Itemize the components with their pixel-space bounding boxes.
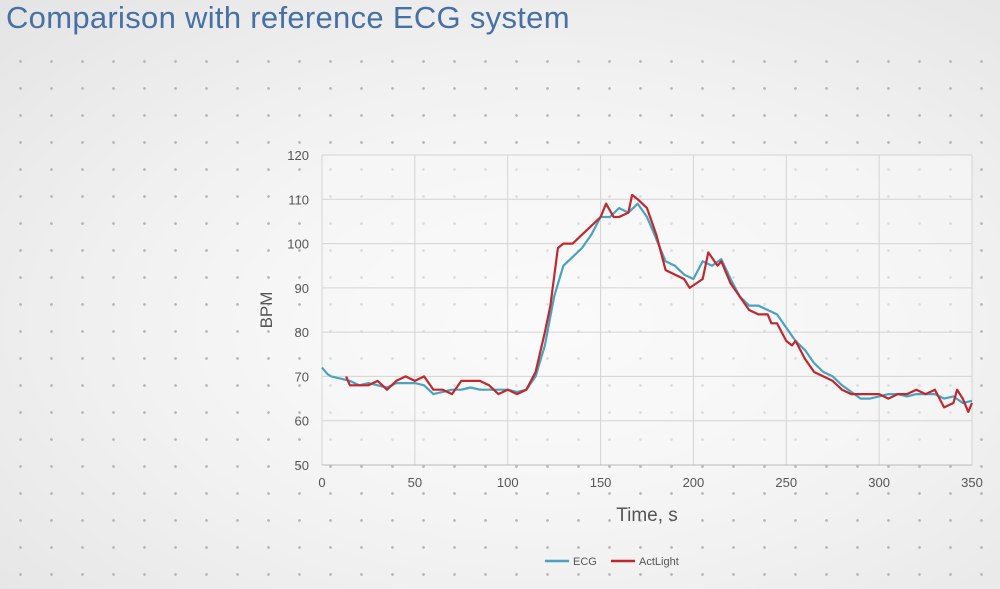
x-tick-label: 150 [590,475,612,490]
legend-label-ecg: ECG [573,556,597,568]
legend: ECG ActLight [545,556,679,568]
x-tick-label: 200 [683,475,705,490]
y-tick-label: 120 [287,148,309,163]
page-title: Comparison with reference ECG system [6,0,570,35]
x-tick-label: 300 [868,475,890,490]
y-tick-label: 70 [295,369,309,384]
x-tick-label: 100 [497,475,519,490]
x-tick-label: 250 [775,475,797,490]
y-tick-label: 80 [295,325,309,340]
y-tick-label: 110 [288,192,309,207]
y-tick-label: 90 [295,281,309,296]
y-tick-label: 60 [295,414,309,429]
x-tick-label: 0 [318,475,325,490]
legend-label-actlight: ActLight [639,556,679,568]
y-axis-label: BPM [257,292,276,329]
y-tick-label: 100 [287,237,309,252]
x-axis-label: Time, s [616,505,678,526]
x-tick-label: 50 [408,475,422,490]
x-tick-label: 350 [961,475,983,490]
series-line-ecg [321,202,973,405]
series-line-actlight [345,193,974,413]
y-tick-label: 50 [295,458,309,473]
plot-area [322,155,972,465]
